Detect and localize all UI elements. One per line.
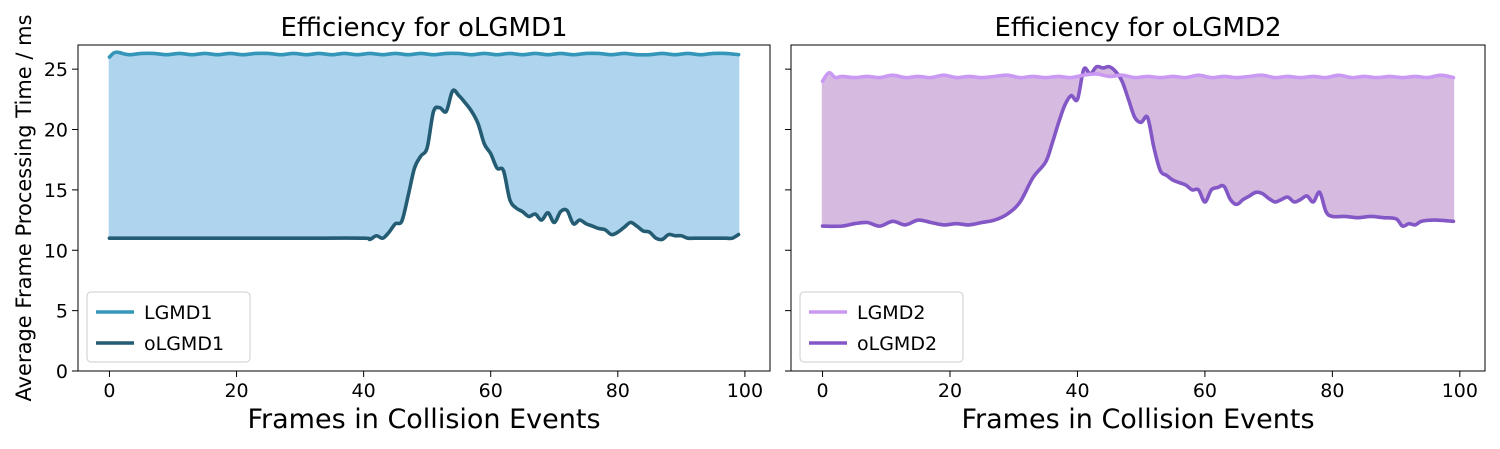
y-tick-label: 10	[44, 240, 68, 262]
series-line-olgmd1	[107, 88, 741, 242]
legend: LGMD1 oLGMD1	[86, 291, 251, 363]
x-tick-label: 0	[816, 380, 828, 402]
legend: LGMD2 oLGMD2	[799, 291, 964, 363]
chart-title: Efficiency for oLGMD2	[994, 13, 1281, 43]
legend-label-lgmd2: LGMD2	[857, 302, 925, 324]
legend-label-olgmd1: oLGMD1	[144, 333, 224, 355]
chart-panel-olgmd2: 0 20 40 60 80 100 Efficiency for oLGMD2 Frames …	[785, 13, 1486, 435]
y-tick-label: 15	[44, 180, 68, 202]
x-tick-label: 20	[224, 380, 248, 402]
x-tick-label: 20	[938, 380, 962, 402]
series-line-olgmd2	[820, 64, 1456, 229]
y-tick-label: 0	[56, 361, 68, 383]
x-tick-label: 0	[103, 380, 115, 402]
x-tick-label: 100	[1442, 380, 1478, 402]
x-axis-label: Frames in Collision Events	[961, 404, 1314, 435]
chart-title: Efficiency for oLGMD1	[280, 13, 567, 43]
legend-label-lgmd1: LGMD1	[144, 302, 212, 324]
y-tick-label: 20	[44, 120, 68, 142]
axes-frame	[790, 44, 1486, 372]
series-line-lgmd2	[820, 70, 1456, 84]
y-tick-label: 5	[56, 301, 68, 323]
x-tick-label: 40	[1065, 380, 1089, 402]
x-tick-label: 100	[727, 380, 763, 402]
y-axis-label: Average Frame Processing Time / ms	[12, 14, 36, 401]
x-tick-label: 80	[1320, 380, 1344, 402]
y-tick-label: 25	[44, 59, 68, 81]
x-axis-label: Frames in Collision Events	[247, 404, 600, 435]
legend-label-olgmd2: oLGMD2	[857, 333, 937, 355]
x-tick-label: 60	[479, 380, 503, 402]
fill-between-area	[821, 65, 1455, 227]
x-tick-label: 40	[352, 380, 376, 402]
x-tick-label: 60	[1193, 380, 1217, 402]
fill-between-area	[108, 51, 740, 241]
chart-panel-olgmd1: 0 20 40 60 80 100 0 5 10 15 20 25 Efficiency for oLG…	[44, 13, 771, 435]
series-line-lgmd1	[107, 50, 741, 59]
x-tick-label: 80	[606, 380, 630, 402]
axes-frame	[77, 44, 771, 372]
